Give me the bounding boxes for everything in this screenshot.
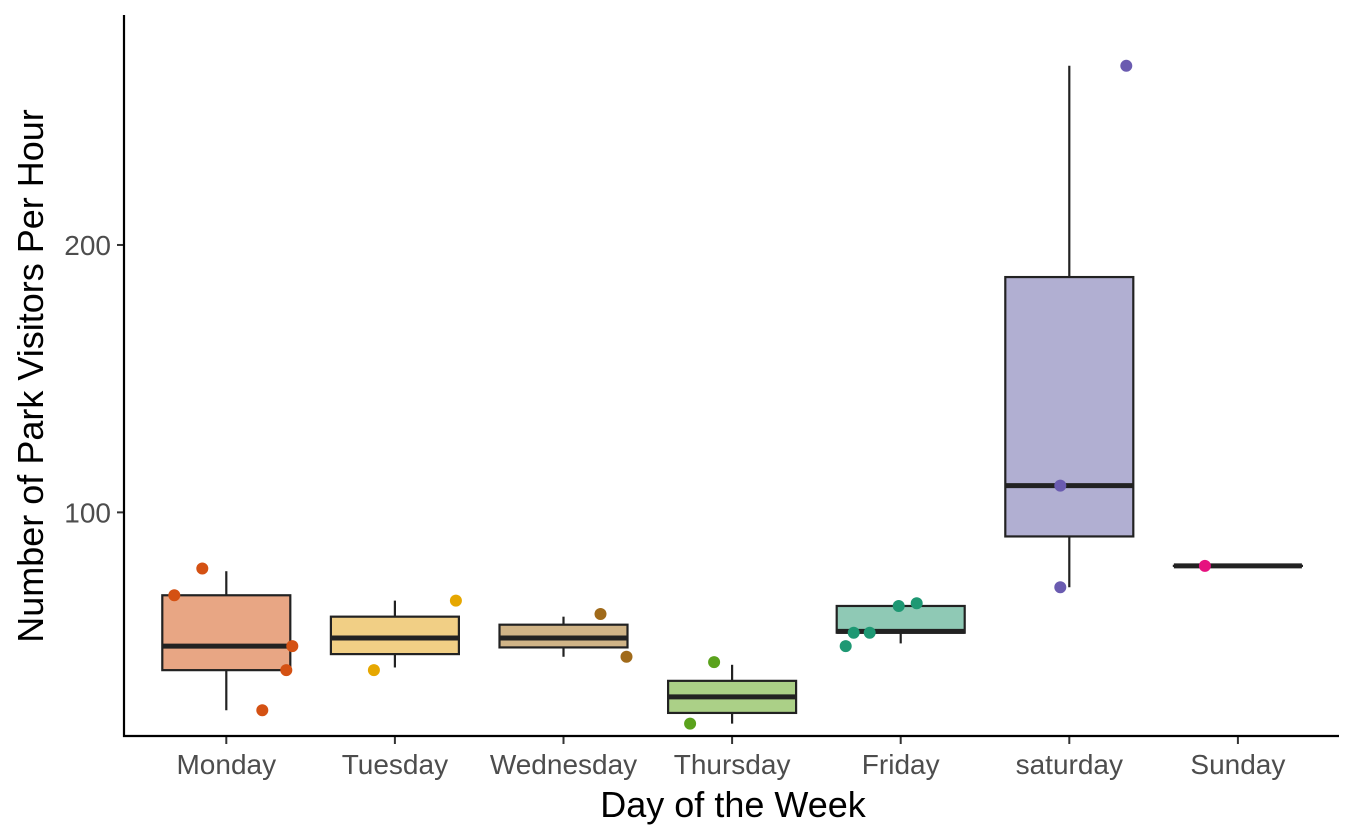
data-point-friday: [839, 640, 852, 653]
data-point-tuesday: [367, 664, 380, 677]
x-tick-label: Thursday: [674, 749, 791, 780]
data-point-tuesday: [449, 594, 462, 607]
y-tick-label: 100: [64, 497, 111, 528]
x-tick-label: Sunday: [1190, 749, 1285, 780]
x-tick-label: Friday: [862, 749, 940, 780]
y-axis-ticks: 100 200: [64, 230, 124, 528]
x-tick-label: saturday: [1016, 749, 1123, 780]
box-body: [1004, 275, 1135, 538]
data-point-saturday: [1054, 581, 1067, 594]
x-tick-label: Tuesday: [342, 749, 448, 780]
x-tick-label: Monday: [176, 749, 276, 780]
box-body: [329, 615, 460, 656]
data-point-wednesday: [594, 607, 607, 620]
box-monday: [161, 571, 292, 711]
box-thursday: [666, 664, 798, 724]
data-point-thursday: [708, 656, 721, 669]
data-point-friday: [910, 597, 923, 610]
y-tick-label: 200: [64, 230, 111, 261]
data-point-saturday: [1054, 479, 1067, 492]
data-point-friday: [863, 626, 876, 639]
data-point-monday: [196, 562, 209, 575]
data-point-friday: [892, 599, 905, 612]
box-body: [161, 594, 292, 672]
data-point-thursday: [684, 717, 697, 730]
data-point-monday: [286, 640, 299, 653]
data-point-monday: [256, 704, 269, 717]
x-axis-title: Day of the Week: [600, 784, 866, 825]
box-series: [161, 65, 1304, 724]
data-point-monday: [280, 664, 293, 677]
data-point-saturday: [1120, 59, 1133, 72]
jitter-points: [168, 59, 1211, 730]
x-axis-ticks: Monday Tuesday Wednesday Thursday Friday satu…: [176, 737, 1285, 780]
x-tick-label: Wednesday: [490, 749, 637, 780]
box-tuesday: [329, 600, 460, 668]
y-axis-title: Number of Park Visitors Per Hour: [10, 109, 51, 643]
data-point-sunday: [1198, 559, 1211, 572]
data-point-friday: [847, 626, 860, 639]
data-point-wednesday: [620, 650, 633, 663]
data-point-monday: [168, 589, 181, 602]
box-saturday: [1004, 65, 1135, 588]
box-wednesday: [498, 616, 629, 657]
